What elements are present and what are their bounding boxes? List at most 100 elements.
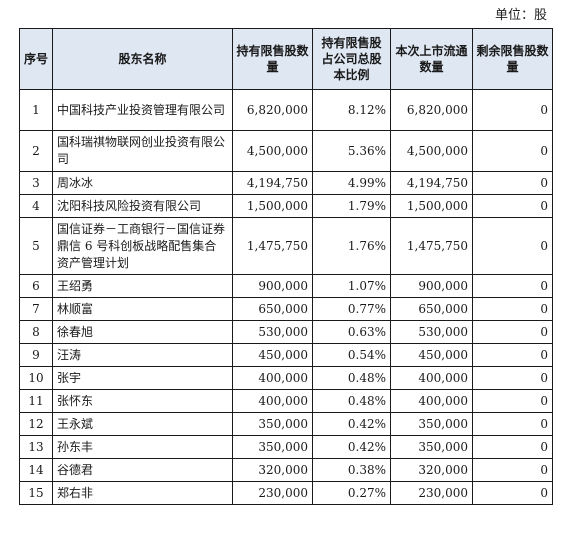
table-row: 15 郑右非 230,000 0.27% 230,000 0 [19,481,553,505]
cell-remaining: 0 [472,458,553,482]
cell-restricted-shares: 1,475,750 [232,217,313,275]
cell-ratio: 4.99% [312,171,391,195]
cell-name: 林顺富 [52,297,233,321]
cell-no: 14 [19,458,53,482]
cell-no: 15 [19,481,53,505]
cell-ratio: 0.48% [312,366,391,390]
cell-listed-shares: 400,000 [390,389,473,413]
cell-listed-shares: 1,500,000 [390,194,473,218]
cell-no: 11 [19,389,53,413]
cell-name: 中国科技产业投资管理有限公司 [52,89,233,131]
table-header: 序号 股东名称 持有限售股数量 持有限售股占公司总股本比例 本次上市流通数量 剩… [19,28,553,90]
header-remaining: 剩余限售股数量 [472,28,553,90]
cell-restricted-shares: 400,000 [232,389,313,413]
cell-ratio: 0.48% [312,389,391,413]
cell-listed-shares: 650,000 [390,297,473,321]
table-row: 7 林顺富 650,000 0.77% 650,000 0 [19,297,553,321]
cell-restricted-shares: 530,000 [232,320,313,344]
cell-ratio: 0.63% [312,320,391,344]
header-name: 股东名称 [52,28,233,90]
cell-ratio: 1.79% [312,194,391,218]
table-row: 5 国信证券－工商银行－国信证券鼎信 6 号科创板战略配售集合资产管理计划 1,47… [19,217,553,275]
cell-listed-shares: 4,194,750 [390,171,473,195]
cell-name: 张怀东 [52,389,233,413]
cell-listed-shares: 350,000 [390,435,473,459]
cell-ratio: 8.12% [312,89,391,131]
cell-remaining: 0 [472,389,553,413]
cell-ratio: 0.77% [312,297,391,321]
cell-no: 1 [19,89,53,131]
cell-restricted-shares: 400,000 [232,366,313,390]
cell-no: 6 [19,274,53,298]
cell-remaining: 0 [472,274,553,298]
table-row: 13 孙东丰 350,000 0.42% 350,000 0 [19,435,553,459]
table-row: 6 王绍勇 900,000 1.07% 900,000 0 [19,274,553,298]
cell-no: 10 [19,366,53,390]
cell-ratio: 0.54% [312,343,391,367]
cell-remaining: 0 [472,130,553,172]
cell-remaining: 0 [472,481,553,505]
header-no: 序号 [19,28,53,90]
cell-name: 徐春旭 [52,320,233,344]
cell-listed-shares: 900,000 [390,274,473,298]
cell-restricted-shares: 350,000 [232,412,313,436]
cell-name: 孙东丰 [52,435,233,459]
cell-name: 国科瑞祺物联网创业投资有限公司 [52,130,233,172]
cell-remaining: 0 [472,366,553,390]
cell-name: 沈阳科技风险投资有限公司 [52,194,233,218]
cell-no: 8 [19,320,53,344]
cell-remaining: 0 [472,320,553,344]
cell-restricted-shares: 6,820,000 [232,89,313,131]
cell-ratio: 0.38% [312,458,391,482]
cell-name: 国信证券－工商银行－国信证券鼎信 6 号科创板战略配售集合资产管理计划 [52,217,233,275]
header-listed-shares: 本次上市流通数量 [390,28,473,90]
cell-no: 3 [19,171,53,195]
table-body: 1 中国科技产业投资管理有限公司 6,820,000 8.12% 6,820,000 0 2… [19,89,553,505]
header-row: 序号 股东名称 持有限售股数量 持有限售股占公司总股本比例 本次上市流通数量 剩… [19,28,553,90]
header-restricted-shares: 持有限售股数量 [232,28,313,90]
unit-label: 单位：股 [494,8,547,23]
cell-restricted-shares: 900,000 [232,274,313,298]
table-row: 3 周冰冰 4,194,750 4.99% 4,194,750 0 [19,171,553,195]
cell-ratio: 5.36% [312,130,391,172]
cell-listed-shares: 1,475,750 [390,217,473,275]
cell-listed-shares: 530,000 [390,320,473,344]
cell-name: 汪涛 [52,343,233,367]
cell-restricted-shares: 1,500,000 [232,194,313,218]
cell-remaining: 0 [472,89,553,131]
cell-ratio: 1.76% [312,217,391,275]
table-row: 8 徐春旭 530,000 0.63% 530,000 0 [19,320,553,344]
cell-no: 4 [19,194,53,218]
cell-remaining: 0 [472,435,553,459]
cell-no: 2 [19,130,53,172]
cell-name: 周冰冰 [52,171,233,195]
cell-listed-shares: 320,000 [390,458,473,482]
cell-listed-shares: 4,500,000 [390,130,473,172]
cell-ratio: 0.42% [312,412,391,436]
cell-remaining: 0 [472,217,553,275]
cell-name: 王永斌 [52,412,233,436]
cell-remaining: 0 [472,412,553,436]
table-row: 10 张宇 400,000 0.48% 400,000 0 [19,366,553,390]
table-row: 12 王永斌 350,000 0.42% 350,000 0 [19,412,553,436]
cell-listed-shares: 6,820,000 [390,89,473,131]
table-row: 2 国科瑞祺物联网创业投资有限公司 4,500,000 5.36% 4,500,000 0 [19,130,553,172]
cell-restricted-shares: 320,000 [232,458,313,482]
cell-name: 王绍勇 [52,274,233,298]
cell-name: 谷德君 [52,458,233,482]
cell-ratio: 1.07% [312,274,391,298]
cell-no: 5 [19,217,53,275]
cell-no: 9 [19,343,53,367]
cell-name: 郑右非 [52,481,233,505]
cell-listed-shares: 350,000 [390,412,473,436]
cell-restricted-shares: 4,194,750 [232,171,313,195]
cell-remaining: 0 [472,194,553,218]
table-row: 4 沈阳科技风险投资有限公司 1,500,000 1.79% 1,500,000 0 [19,194,553,218]
cell-restricted-shares: 350,000 [232,435,313,459]
cell-restricted-shares: 230,000 [232,481,313,505]
cell-remaining: 0 [472,171,553,195]
table-row: 1 中国科技产业投资管理有限公司 6,820,000 8.12% 6,820,000 0 [19,89,553,131]
cell-ratio: 0.27% [312,481,391,505]
cell-restricted-shares: 650,000 [232,297,313,321]
table-row: 11 张怀东 400,000 0.48% 400,000 0 [19,389,553,413]
